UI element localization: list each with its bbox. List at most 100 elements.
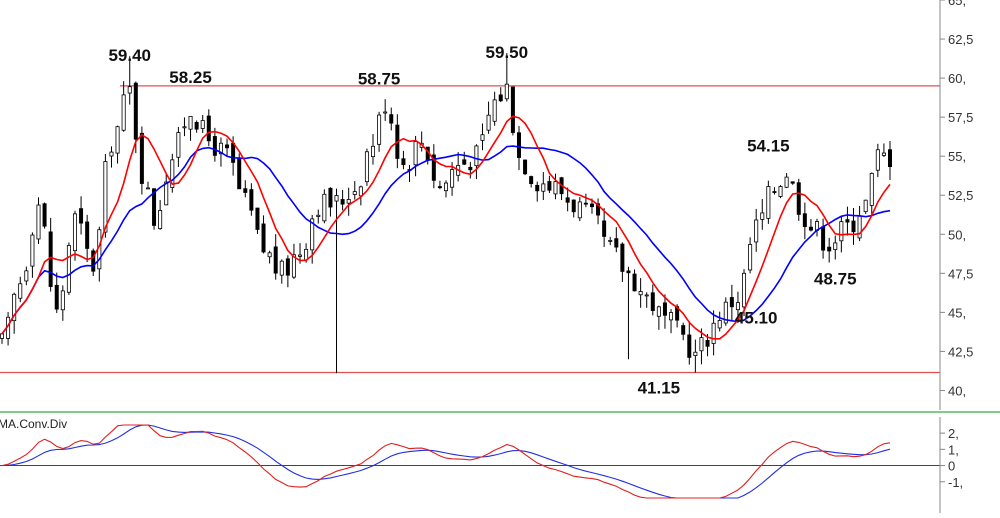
candle-body bbox=[851, 220, 856, 233]
price-tick-label: 55, bbox=[948, 149, 966, 164]
horizontal-levels bbox=[0, 85, 940, 374]
price-annotations: 59.40 58.25 58.75 59.50 54.15 48.75 45.10 41.15 bbox=[108, 43, 856, 398]
candle-body bbox=[875, 149, 880, 171]
candle-body bbox=[620, 243, 625, 272]
price-annotation: 58.75 bbox=[358, 69, 401, 88]
candle-body bbox=[510, 86, 515, 133]
candle-body bbox=[492, 99, 497, 122]
candle-body bbox=[705, 340, 710, 347]
candle-body bbox=[602, 220, 607, 237]
candle-body bbox=[638, 291, 643, 296]
candle-body bbox=[12, 293, 17, 322]
candle-body bbox=[133, 82, 138, 140]
candle-body bbox=[869, 172, 874, 206]
price-annotation: 54.15 bbox=[747, 137, 790, 156]
candle-body bbox=[115, 126, 120, 154]
candle-body bbox=[669, 312, 674, 321]
candle-body bbox=[346, 199, 351, 204]
candle-body bbox=[188, 115, 193, 130]
candle-body bbox=[371, 145, 376, 158]
macd-tick-label: 2, bbox=[948, 426, 959, 441]
candle-body bbox=[644, 294, 649, 297]
candle-body bbox=[322, 193, 327, 222]
candle-body bbox=[462, 159, 467, 165]
candle-body bbox=[553, 181, 558, 195]
candle-body bbox=[681, 325, 686, 335]
candle-body bbox=[358, 186, 363, 197]
candle-body bbox=[340, 199, 345, 205]
ma-fast-line bbox=[1, 115, 891, 340]
candle-body bbox=[796, 182, 801, 215]
candle-body bbox=[632, 273, 637, 292]
price-tick-label: 47,5 bbox=[948, 266, 973, 281]
candle-body bbox=[121, 94, 126, 131]
candle-body bbox=[802, 213, 807, 227]
candle-body bbox=[687, 334, 692, 358]
candle-body bbox=[589, 203, 594, 208]
candle-body bbox=[261, 223, 266, 253]
price-tick-label: 45, bbox=[948, 305, 966, 320]
candle-body bbox=[377, 114, 382, 145]
candle-body bbox=[139, 132, 144, 184]
candle-body bbox=[486, 114, 491, 131]
price-tick-label: 65, bbox=[948, 0, 966, 8]
candle-body bbox=[693, 351, 698, 357]
price-tick-label: 57,5 bbox=[948, 110, 973, 125]
candle-body bbox=[529, 176, 534, 185]
price-tick-label: 62,5 bbox=[948, 32, 973, 47]
moving-averages bbox=[1, 115, 891, 340]
candle-body bbox=[328, 187, 333, 208]
candle-body bbox=[310, 218, 315, 251]
candle-body bbox=[839, 221, 844, 242]
macd-signal-line bbox=[1, 424, 891, 499]
candle-body bbox=[267, 252, 272, 258]
candle-body bbox=[18, 283, 23, 299]
macd-tick-label: 1, bbox=[948, 442, 959, 457]
candle-body bbox=[577, 201, 582, 219]
candle-body bbox=[334, 195, 339, 202]
candle-body bbox=[857, 215, 862, 239]
price-annotation: 59.40 bbox=[108, 46, 151, 65]
candle-body bbox=[285, 258, 290, 276]
candle-body bbox=[145, 187, 150, 190]
candle-body bbox=[182, 126, 187, 129]
candle-body bbox=[723, 301, 728, 324]
candle-body bbox=[316, 214, 321, 217]
candle-body bbox=[790, 181, 795, 184]
candle-body bbox=[808, 226, 813, 231]
candle-body bbox=[845, 219, 850, 223]
candle-body bbox=[468, 166, 473, 171]
candle-body bbox=[164, 181, 169, 206]
macd-title: MA.Conv.Div bbox=[0, 417, 67, 431]
candle-body bbox=[273, 246, 278, 274]
candle-body bbox=[437, 186, 442, 189]
candle-body bbox=[656, 306, 661, 317]
price-tick-label: 42,5 bbox=[948, 344, 973, 359]
candle-body bbox=[30, 234, 35, 267]
price-tick-label: 60, bbox=[948, 71, 966, 86]
candle-body bbox=[206, 115, 211, 142]
candle-body bbox=[766, 186, 771, 219]
price-annotation: 45.10 bbox=[735, 308, 778, 327]
candle-body bbox=[748, 244, 753, 271]
macd-tick-label: 0 bbox=[948, 459, 955, 474]
macd-panel: MA.Conv.Div bbox=[0, 417, 940, 499]
candle-body bbox=[298, 254, 303, 257]
candle-body bbox=[608, 239, 613, 242]
candle-body bbox=[626, 270, 631, 274]
macd-tick-label: -1, bbox=[948, 475, 963, 490]
candle-body bbox=[516, 132, 521, 158]
candle-body bbox=[711, 322, 716, 344]
candle-body bbox=[650, 292, 655, 311]
macd-line bbox=[1, 424, 891, 499]
candle-body bbox=[54, 284, 59, 310]
candle-body bbox=[127, 86, 132, 94]
candle-body bbox=[413, 141, 418, 166]
candle-body bbox=[742, 272, 747, 308]
candle-body bbox=[176, 132, 181, 158]
macd-axis: -1,0 1,2, bbox=[939, 417, 963, 513]
candle-body bbox=[571, 199, 576, 213]
candle-body bbox=[474, 145, 479, 167]
